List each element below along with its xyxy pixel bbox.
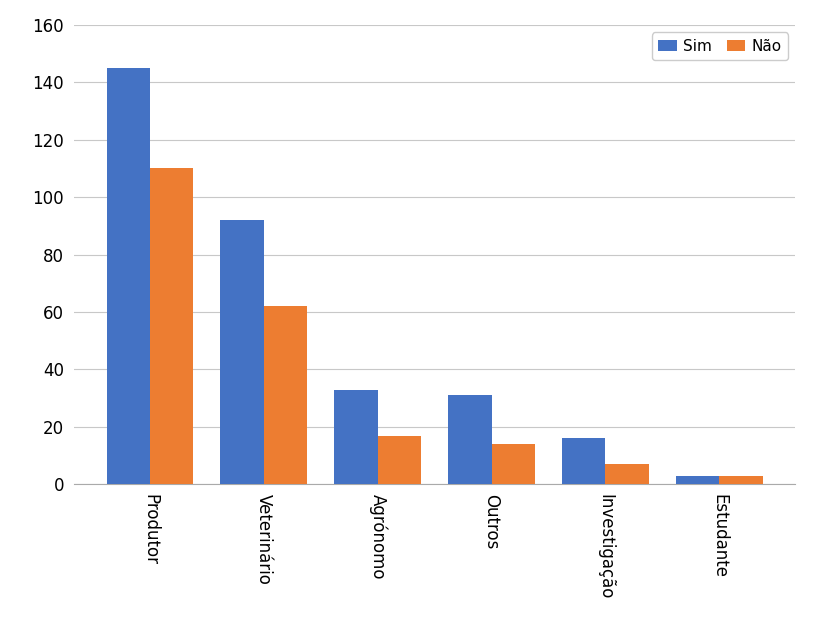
Bar	[378, 435, 420, 484]
Bar	[604, 465, 648, 484]
Bar	[675, 476, 718, 484]
Bar	[334, 389, 378, 484]
Bar	[718, 476, 762, 484]
Bar	[150, 168, 193, 484]
Bar	[220, 220, 264, 484]
Bar	[491, 444, 534, 484]
Legend: Sim, Não: Sim, Não	[652, 32, 787, 60]
Bar	[264, 306, 306, 484]
Bar	[106, 68, 150, 484]
Bar	[448, 396, 491, 484]
Bar	[562, 438, 604, 484]
